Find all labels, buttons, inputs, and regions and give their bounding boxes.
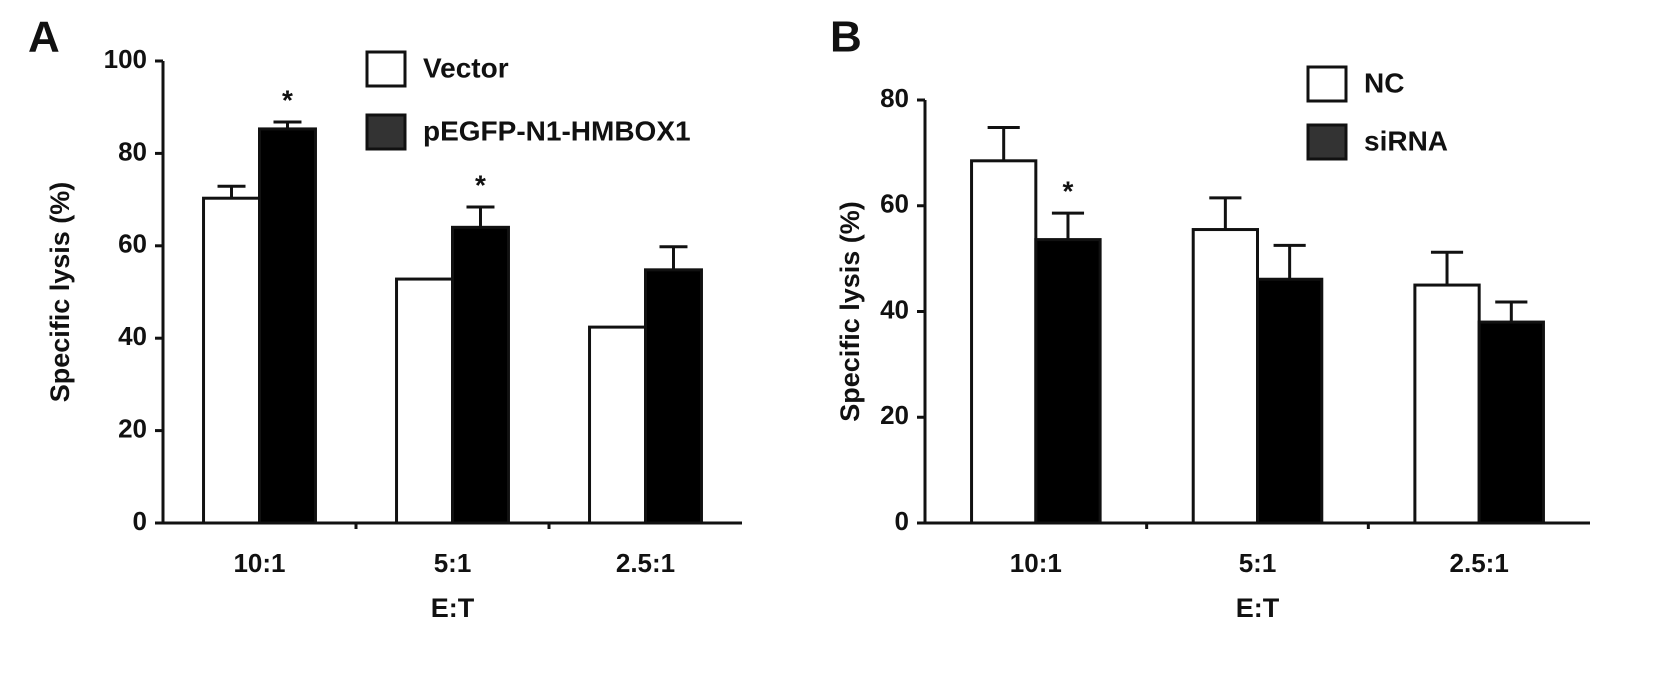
bar (1477, 320, 1545, 525)
bar (970, 159, 1038, 525)
legend-label: NC (1364, 67, 1404, 98)
bar (1191, 228, 1260, 525)
bar (1413, 283, 1481, 525)
bar (258, 127, 317, 525)
y-tick-label: 40 (880, 294, 909, 324)
panel-label: B (830, 13, 862, 62)
legend-label: pEGFP-N1-HMBOX1 (423, 115, 691, 146)
error-bar (987, 125, 1020, 161)
error-bar (1430, 250, 1464, 286)
panel-label: A (28, 13, 60, 62)
error-bar (659, 245, 688, 270)
x-tick-label: 10:1 (233, 548, 285, 578)
legend-swatch (1306, 65, 1348, 103)
y-tick-label: 60 (118, 229, 147, 259)
legend-swatch (365, 113, 407, 151)
bar (588, 325, 648, 525)
error-bar (217, 184, 246, 199)
significance-marker: * (282, 84, 293, 115)
y-tick-label: 40 (118, 321, 147, 351)
x-tick-label: 2.5:1 (616, 548, 675, 578)
x-tick-label: 5:1 (434, 548, 472, 578)
legend-swatch (1306, 123, 1348, 161)
y-axis-label: Specific lysis (%) (45, 182, 75, 403)
error-bar (273, 120, 302, 129)
y-tick-label: 100 (104, 44, 147, 74)
x-axis-label: E:T (1236, 593, 1280, 623)
bar (1034, 238, 1102, 525)
x-axis-label: E:T (431, 593, 475, 623)
bar (202, 196, 261, 525)
y-tick-label: 80 (880, 83, 909, 113)
x-tick-label: 5:1 (1239, 548, 1277, 578)
significance-marker: * (1063, 176, 1074, 207)
y-tick-label: 80 (118, 136, 147, 166)
error-bar (1495, 300, 1528, 323)
legend-swatch (365, 50, 407, 88)
legend-label: Vector (423, 52, 509, 83)
y-tick-label: 20 (118, 413, 147, 443)
y-axis-label: Specific lysis (%) (835, 201, 865, 422)
error-bar (1273, 243, 1306, 280)
bar (644, 268, 703, 525)
error-bar (466, 205, 495, 228)
error-bar (1051, 211, 1085, 240)
y-tick-label: 20 (880, 400, 909, 430)
bar (1256, 277, 1324, 525)
y-tick-label: 0 (133, 506, 147, 536)
x-tick-label: 2.5:1 (1450, 548, 1509, 578)
legend-label: siRNA (1364, 125, 1448, 156)
x-tick-label: 10:1 (1010, 548, 1062, 578)
y-tick-label: 0 (895, 506, 909, 536)
significance-marker: * (475, 169, 486, 200)
bar (395, 277, 454, 525)
bar (451, 225, 510, 525)
y-tick-label: 60 (880, 189, 909, 219)
error-bar (1209, 196, 1242, 230)
